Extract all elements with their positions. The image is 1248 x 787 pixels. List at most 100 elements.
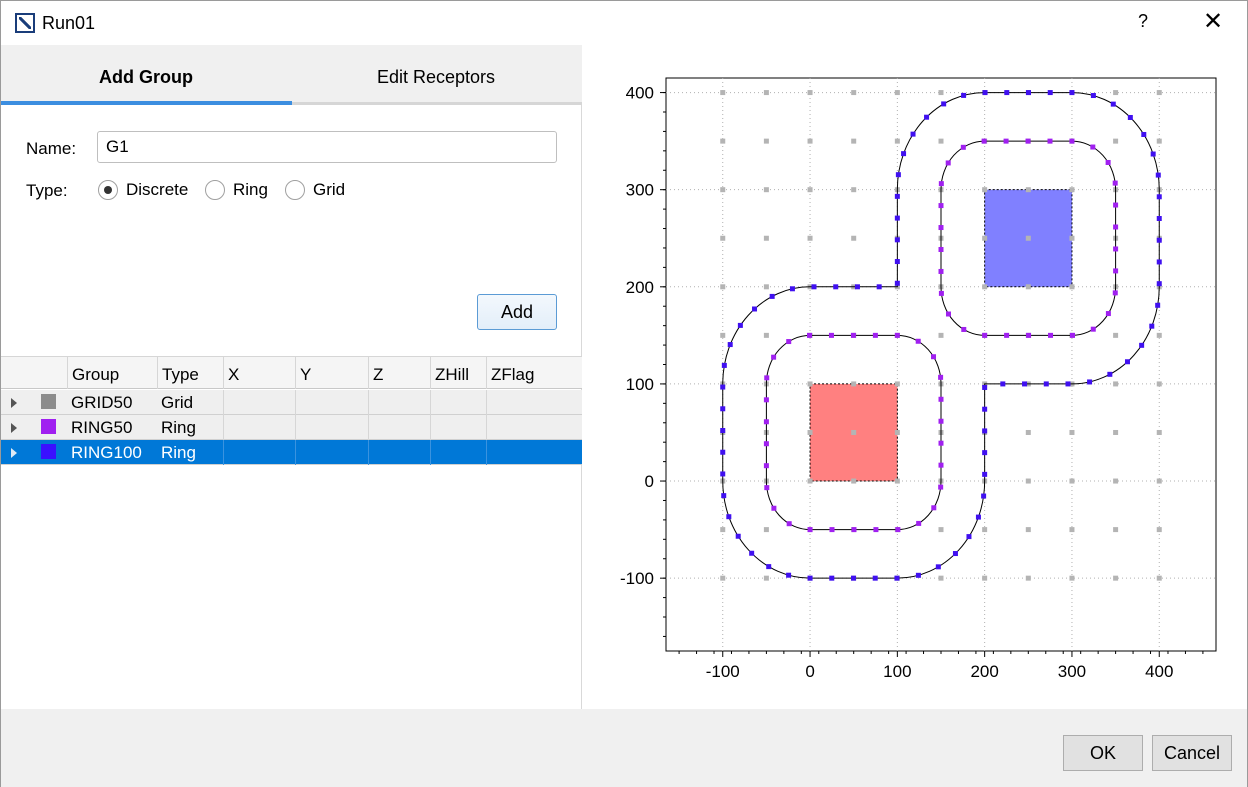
- ring-receptor: [961, 92, 967, 98]
- table-header: Group Type X Y Z ZHill ZFlag: [1, 356, 582, 389]
- group-color-swatch: [41, 444, 56, 459]
- ring-receptor: [915, 572, 921, 578]
- ring-receptor: [938, 181, 944, 187]
- ring-receptor: [807, 575, 813, 581]
- grid-receptor: [1156, 90, 1162, 96]
- y-tick-label: 400: [626, 84, 654, 103]
- grid-receptor: [807, 90, 813, 96]
- ring-receptor: [1113, 224, 1119, 230]
- ring-receptor: [975, 514, 981, 520]
- ring-receptor: [1043, 381, 1049, 387]
- ring-receptor: [851, 527, 857, 533]
- grid-receptor: [720, 575, 726, 581]
- ring-receptor: [1000, 381, 1006, 387]
- radio-unchecked-icon: [285, 180, 305, 200]
- type-label: Type:: [26, 181, 68, 200]
- grid-receptor: [1025, 187, 1031, 193]
- ring-receptor: [771, 354, 777, 360]
- cell-z: [368, 440, 430, 465]
- ring-receptor: [720, 428, 726, 434]
- ring-receptor: [931, 505, 937, 511]
- grid-receptor: [938, 332, 944, 338]
- close-icon[interactable]: ✕: [1202, 8, 1224, 35]
- table-row-selected[interactable]: RING100 Ring: [1, 440, 582, 465]
- ok-button[interactable]: OK: [1063, 735, 1143, 771]
- header-z[interactable]: Z: [368, 357, 430, 389]
- y-tick-label: 100: [626, 375, 654, 394]
- ring-receptor: [786, 521, 792, 527]
- grid-receptor: [851, 235, 857, 241]
- radio-grid[interactable]: Grid: [285, 180, 345, 200]
- ring-receptor: [938, 374, 944, 380]
- grid-receptor: [1113, 527, 1119, 533]
- ring-receptor: [766, 564, 772, 570]
- radio-unchecked-icon: [205, 180, 225, 200]
- tab-bar: Add Group Edit Receptors: [1, 45, 582, 105]
- grid-receptor: [1156, 332, 1162, 338]
- ring-receptor: [1004, 90, 1010, 96]
- active-tab-indicator: [1, 101, 292, 105]
- expand-arrow-icon[interactable]: [11, 423, 17, 433]
- ring-receptor: [1026, 90, 1032, 96]
- ring-receptor: [764, 485, 770, 491]
- header-zhill[interactable]: ZHill: [430, 357, 486, 389]
- grid-receptor: [1113, 90, 1119, 96]
- grid-receptor: [1156, 575, 1162, 581]
- grid-receptor: [763, 284, 769, 290]
- help-button[interactable]: ?: [1137, 11, 1148, 31]
- cell-y: [295, 390, 368, 415]
- header-zflag[interactable]: ZFlag: [486, 357, 582, 389]
- grid-receptor: [807, 235, 813, 241]
- grid-receptor: [763, 187, 769, 193]
- ring-receptor: [915, 338, 921, 344]
- grid-receptor: [1156, 429, 1162, 435]
- ring-receptor: [894, 280, 900, 286]
- expand-arrow-icon[interactable]: [11, 398, 17, 408]
- grid-receptor: [1025, 478, 1031, 484]
- cell-zflag: [486, 390, 582, 415]
- y-tick-label: 0: [645, 472, 654, 491]
- table-row[interactable]: GRID50 Grid: [1, 390, 582, 415]
- ring-receptor: [894, 193, 900, 199]
- radio-discrete[interactable]: Discrete: [98, 180, 188, 200]
- header-type[interactable]: Type: [157, 357, 223, 389]
- add-button[interactable]: Add: [477, 294, 557, 330]
- grid-receptor: [894, 478, 900, 484]
- name-field[interactable]: G1: [97, 131, 557, 163]
- tab-add-group[interactable]: Add Group: [99, 67, 193, 87]
- grid-receptor: [763, 90, 769, 96]
- grid-receptor: [938, 527, 944, 533]
- grid-receptor: [1156, 478, 1162, 484]
- cell-zflag: [486, 415, 582, 440]
- ring-receptor: [1141, 131, 1147, 137]
- ring-receptor: [938, 462, 944, 468]
- ring-receptor: [895, 172, 901, 178]
- tab-edit-receptors[interactable]: Edit Receptors: [376, 67, 496, 87]
- ring-receptor: [1090, 326, 1096, 332]
- header-group[interactable]: Group: [67, 357, 157, 389]
- ring-receptor: [1090, 144, 1096, 150]
- ring-receptor: [720, 406, 726, 412]
- ring-receptor: [894, 237, 900, 243]
- grid-receptor: [938, 575, 944, 581]
- ring-receptor: [1087, 379, 1093, 385]
- table-row[interactable]: RING50 Ring: [1, 415, 582, 440]
- header-y[interactable]: Y: [295, 357, 368, 389]
- radio-ring[interactable]: Ring: [205, 180, 268, 200]
- grid-receptor: [938, 90, 944, 96]
- grid-receptor: [982, 575, 988, 581]
- cancel-button[interactable]: Cancel: [1152, 735, 1232, 771]
- ring-receptor: [1156, 216, 1162, 222]
- grid-receptor: [1025, 235, 1031, 241]
- expand-arrow-icon[interactable]: [11, 448, 17, 458]
- ring-receptor: [1003, 138, 1009, 144]
- ring-receptor: [982, 450, 988, 456]
- ring-receptor: [966, 534, 972, 540]
- ring-receptor: [786, 339, 792, 345]
- ring-receptor: [982, 406, 988, 412]
- ring-receptor: [945, 311, 951, 317]
- receptor-plot[interactable]: -100 0 100 200 300 400 -100 0 100 200 300 400: [583, 45, 1247, 709]
- grid-receptor: [763, 527, 769, 533]
- header-x[interactable]: X: [223, 357, 295, 389]
- ring-receptor: [1069, 90, 1075, 96]
